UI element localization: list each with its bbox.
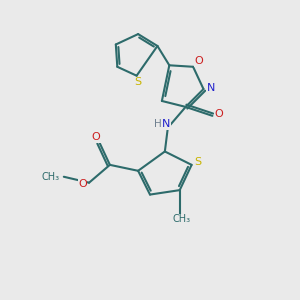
Text: O: O [214,109,223,119]
Text: O: O [194,56,203,66]
Text: CH₃: CH₃ [172,214,190,224]
Text: H: H [154,119,162,129]
Text: S: S [195,157,202,167]
Text: N: N [162,119,170,129]
Text: CH₃: CH₃ [41,172,59,182]
Text: S: S [134,77,142,87]
Text: N: N [207,82,215,93]
Text: O: O [92,132,100,142]
Text: O: O [78,179,87,189]
